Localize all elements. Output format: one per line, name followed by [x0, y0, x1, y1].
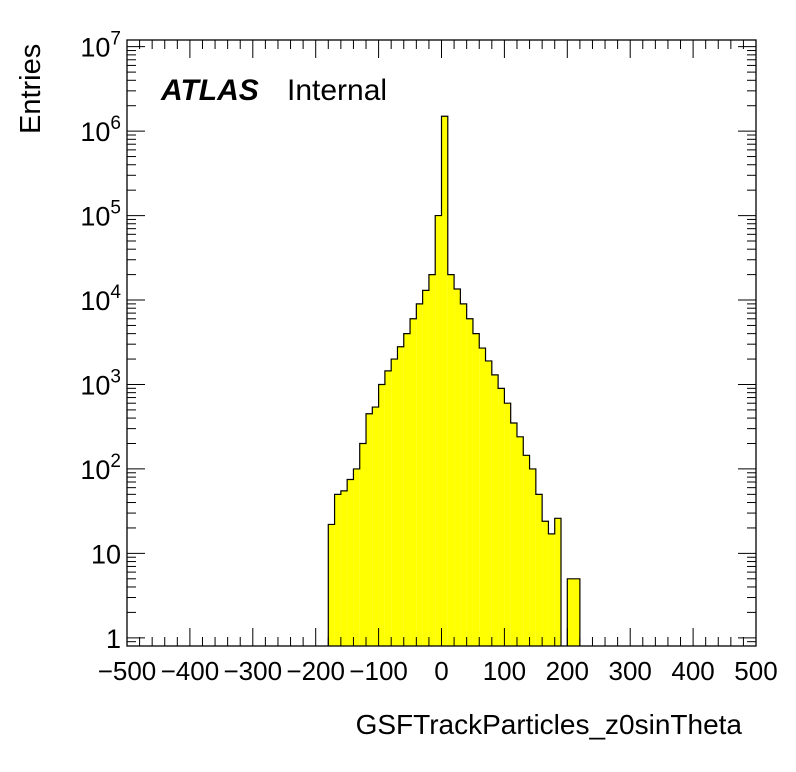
y-axis-label: Entries	[15, 44, 47, 134]
x-tick-label: 0	[434, 656, 448, 686]
histogram-bar	[516, 436, 524, 646]
histogram-bar	[548, 533, 555, 646]
histogram-bar	[334, 494, 341, 646]
histogram-bar	[441, 116, 448, 647]
histogram-bar	[535, 494, 543, 646]
histogram-bar	[523, 455, 530, 646]
histogram-bar	[460, 303, 467, 646]
histogram-bar	[542, 521, 549, 646]
histogram-bar	[573, 578, 580, 646]
x-tick-labels: −500 −400 −300 −200 −100 0 100 200 300 400 500	[98, 656, 778, 686]
histogram-bar	[479, 348, 486, 646]
y-tick-label: 104	[80, 282, 121, 316]
histogram-bar	[466, 318, 473, 646]
plot-frame	[126, 39, 757, 647]
atlas-label: ATLAS	[160, 74, 259, 107]
histogram-bar	[510, 422, 517, 646]
histogram-bar	[347, 479, 354, 646]
x-tick-label: −400	[161, 656, 220, 686]
x-tick-label: 500	[734, 656, 777, 686]
y-tick-label: 105	[80, 198, 121, 232]
histogram-bar	[567, 578, 574, 646]
histogram-bar	[372, 407, 379, 646]
histogram-bar	[410, 318, 417, 646]
y-tick-label: 107	[80, 29, 121, 63]
histogram-bar	[397, 346, 404, 646]
y-tick-label: 103	[80, 366, 121, 400]
histogram-bar	[428, 274, 436, 646]
x-tick-label: 200	[546, 656, 589, 686]
histogram-bar	[353, 468, 360, 646]
histogram-bar	[384, 370, 392, 646]
histogram-bar	[454, 289, 461, 646]
y-tick-labels: 1 10 102 103 104 105 106 107	[80, 29, 121, 654]
histogram-bar	[366, 413, 373, 646]
x-tick-label: −300	[224, 656, 283, 686]
status-label: Internal	[287, 74, 387, 107]
x-tick-label: 400	[671, 656, 714, 686]
x-tick-label: 100	[483, 656, 526, 686]
x-tick-label: −200	[286, 656, 345, 686]
histogram-bar	[359, 443, 367, 646]
y-tick-label: 10	[91, 539, 121, 569]
x-tick-label: 300	[609, 656, 652, 686]
histogram-bar	[422, 290, 429, 646]
histogram-bar	[491, 374, 499, 646]
histogram-bar	[328, 524, 335, 646]
x-tick-label: −500	[98, 656, 157, 686]
histogram-bar	[403, 333, 411, 646]
histogram-bar	[391, 359, 398, 646]
histogram-bar	[485, 360, 492, 646]
histogram-bar	[472, 333, 480, 646]
histogram-bar	[504, 403, 511, 646]
histogram-bar	[498, 388, 505, 646]
x-axis-label: GSFTrackParticles_z0sinTheta	[356, 709, 743, 740]
histogram-bar	[378, 384, 385, 646]
y-tick-label: 106	[80, 113, 121, 147]
histogram-bar	[416, 303, 423, 646]
histogram-outline	[327, 115, 581, 646]
y-axis-ticks	[127, 46, 756, 647]
histogram-bar	[340, 490, 348, 646]
y-tick-label: 1	[106, 624, 121, 654]
x-tick-label: −100	[349, 656, 408, 686]
y-tick-label: 102	[80, 451, 121, 485]
histogram-bar	[435, 215, 442, 646]
histogram-bar	[529, 468, 536, 646]
histogram-bars	[327, 115, 581, 647]
histogram-bar	[447, 274, 455, 646]
histogram-bar	[554, 518, 562, 646]
